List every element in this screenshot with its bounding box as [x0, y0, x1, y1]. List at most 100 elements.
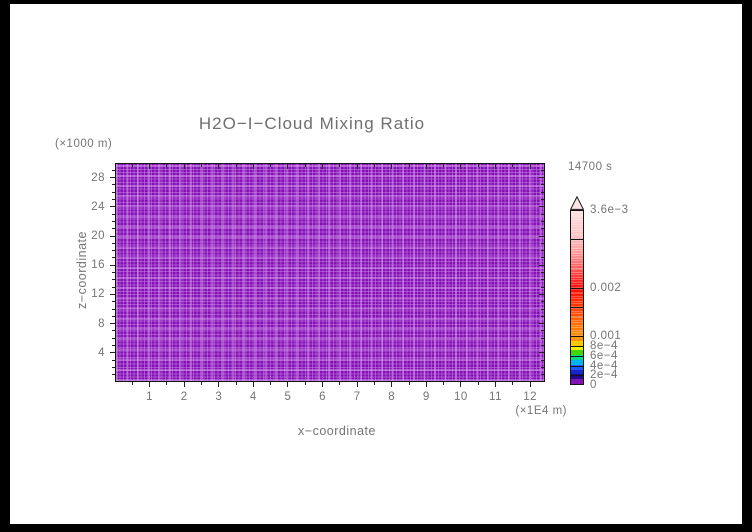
x-tick-label: 3	[215, 391, 223, 403]
x-tick-label: 4	[249, 391, 257, 403]
z-minor-tick-mark	[112, 279, 115, 281]
z-minor-tick-mark	[541, 199, 544, 200]
x-axis-unit-label: (×1E4 m)	[515, 405, 567, 417]
colorbar-tick-line	[570, 355, 584, 357]
z-tick-mark	[110, 264, 115, 266]
x-tick-mark	[356, 164, 358, 169]
x-minor-tick-mark	[443, 382, 445, 385]
x-tick-label: 9	[422, 391, 430, 403]
colorbar-band	[571, 369, 583, 375]
x-tick-mark	[252, 382, 254, 387]
x-tick-mark	[218, 382, 220, 387]
colorbar-band	[571, 254, 583, 259]
z-minor-tick-mark	[541, 279, 544, 281]
z-minor-tick-mark	[541, 308, 544, 310]
x-tick-mark	[495, 382, 497, 387]
colorbar-band	[571, 234, 583, 240]
z-minor-tick-mark	[112, 286, 115, 288]
x-minor-tick-mark	[131, 382, 133, 385]
z-minor-tick-mark	[541, 337, 544, 339]
colorbar-overflow-arrow-icon	[570, 196, 584, 210]
x-tick-mark	[529, 164, 531, 169]
colorbar-band	[571, 355, 583, 360]
x-minor-tick-mark	[512, 164, 514, 167]
z-tick-mark	[110, 293, 115, 295]
colorbar-tick-label: 8e−4	[590, 340, 618, 353]
x-tick-mark	[425, 164, 427, 169]
z-minor-tick-mark	[541, 228, 544, 230]
z-tick-mark	[539, 293, 544, 295]
x-tick-label: 7	[353, 391, 361, 403]
x-minor-tick-mark	[373, 164, 375, 167]
colorbar-band	[571, 292, 583, 298]
colorbar-band	[571, 307, 583, 312]
z-minor-tick-mark	[112, 366, 115, 368]
z-minor-tick-mark	[541, 257, 544, 259]
z-tick-label: 16	[91, 259, 105, 272]
colorbar-band	[571, 239, 583, 245]
z-minor-tick-mark	[112, 191, 115, 193]
z-minor-tick-mark	[541, 286, 544, 288]
z-minor-tick-mark	[541, 374, 544, 376]
z-minor-tick-mark	[541, 191, 544, 193]
colorbar-tick-line	[570, 239, 584, 241]
x-tick-label: 8	[388, 391, 396, 403]
x-tick-mark	[322, 382, 324, 387]
colorbar-band	[571, 273, 583, 279]
z-minor-tick-mark	[112, 169, 115, 171]
colorbar-band	[571, 282, 583, 288]
figure-canvas: H2O−I−Cloud Mixing Ratio (×1000 m) 14700…	[10, 4, 742, 524]
colorbar-tick-label: 0.001	[590, 330, 622, 343]
colorbar-band	[571, 359, 583, 365]
colorbar-tick-line	[570, 365, 584, 367]
colorbar-band	[571, 268, 583, 274]
z-minor-tick-mark	[541, 184, 544, 186]
z-minor-tick-mark	[112, 301, 115, 303]
colorbar-tick-label: 0	[590, 379, 597, 391]
x-minor-tick-mark	[477, 382, 479, 385]
z-minor-tick-mark	[112, 250, 115, 252]
z-minor-tick-mark	[112, 359, 115, 361]
x-minor-tick-mark	[408, 382, 410, 385]
x-minor-tick-mark	[477, 164, 479, 167]
z-tick-mark	[110, 323, 115, 325]
z-minor-tick-mark	[112, 213, 115, 215]
z-tick-label: 4	[98, 346, 105, 359]
z-minor-tick-mark	[112, 345, 115, 346]
z-tick-mark	[539, 352, 544, 354]
colorbar-band	[571, 220, 583, 226]
x-tick-label: 1	[146, 391, 154, 403]
x-tick-label: 11	[489, 391, 502, 403]
z-minor-tick-mark	[112, 228, 115, 230]
colorbar-tick-label: 2e−4	[590, 369, 618, 382]
z-minor-tick-mark	[541, 272, 544, 273]
z-tick-label: 20	[91, 230, 105, 242]
x-minor-tick-mark	[270, 164, 272, 167]
z-minor-tick-mark	[112, 220, 115, 222]
z-minor-tick-mark	[541, 213, 544, 215]
x-axis-title: x−coordinate	[298, 424, 376, 438]
x-tick-mark	[322, 164, 324, 169]
z-minor-tick-mark	[541, 301, 544, 303]
x-tick-mark	[218, 164, 220, 169]
colorbar-band	[571, 244, 583, 250]
z-axis-unit-label: (×1000 m)	[55, 138, 113, 150]
x-minor-tick-mark	[339, 164, 341, 167]
x-minor-tick-mark	[235, 164, 237, 167]
x-minor-tick-mark	[270, 382, 272, 385]
colorbar-band	[571, 225, 583, 230]
x-tick-label: 12	[523, 391, 538, 403]
x-tick-mark	[356, 382, 358, 387]
x-minor-tick-mark	[200, 382, 202, 385]
x-minor-tick-mark	[373, 382, 375, 385]
colorbar-band	[571, 326, 583, 332]
colorbar-tick-label: 4e−4	[590, 359, 618, 372]
colorbar-band	[571, 331, 583, 336]
z-minor-tick-mark	[541, 345, 544, 346]
z-tick-label: 24	[91, 200, 105, 213]
colorbar-band	[571, 287, 583, 293]
colorbar-band	[571, 297, 583, 303]
colorbar-band	[571, 215, 583, 221]
z-minor-tick-mark	[112, 337, 115, 339]
